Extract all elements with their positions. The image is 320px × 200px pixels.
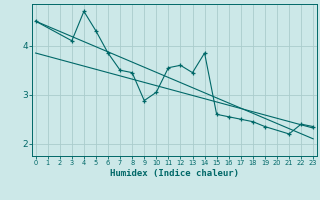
X-axis label: Humidex (Indice chaleur): Humidex (Indice chaleur) <box>110 169 239 178</box>
